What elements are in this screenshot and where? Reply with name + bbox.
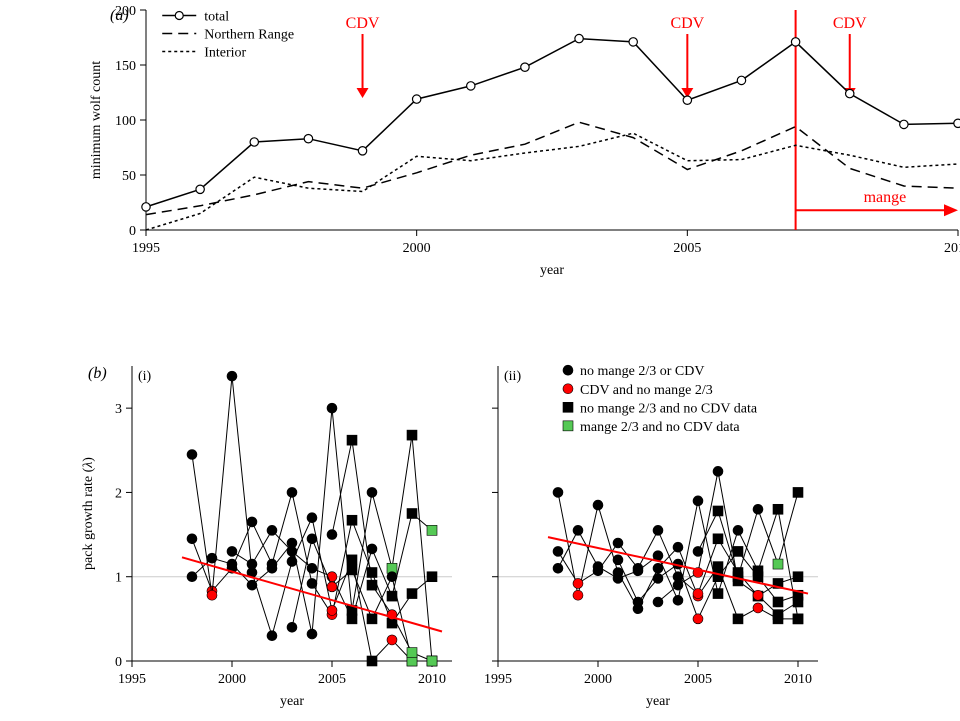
svg-text:2005: 2005	[318, 672, 346, 687]
svg-text:1995: 1995	[484, 672, 512, 687]
panel-b-i-svg: 0 1 2 3 1995 2000 2005 2010 year pack growth rate…	[77, 360, 462, 719]
svg-text:(b): (b)	[88, 365, 107, 382]
svg-text:(ii): (ii)	[504, 369, 521, 384]
svg-text:2000: 2000	[218, 672, 246, 687]
svg-text:2005: 2005	[684, 672, 712, 687]
svg-text:(a): (a)	[110, 7, 129, 24]
svg-text:2010: 2010	[418, 672, 446, 687]
svg-text:2000: 2000	[403, 241, 431, 256]
svg-text:minimum wolf count: minimum wolf count	[89, 61, 104, 179]
svg-text:2010: 2010	[784, 672, 812, 687]
svg-text:1995: 1995	[118, 672, 146, 687]
svg-text:year: year	[646, 694, 670, 709]
svg-text:CDV: CDV	[346, 15, 380, 32]
svg-text:150: 150	[115, 59, 136, 74]
svg-text:Interior: Interior	[204, 46, 246, 61]
svg-text:0: 0	[129, 224, 136, 239]
svg-text:2005: 2005	[673, 241, 701, 256]
svg-text:CDV: CDV	[833, 15, 867, 32]
svg-text:no mange 2/3 or CDV: no mange 2/3 or CDV	[580, 364, 704, 379]
panel-b-ii-svg: 1995 2000 2005 2010 year (ii) no mange 2/3 or …	[478, 360, 828, 719]
svg-text:total: total	[204, 10, 229, 25]
svg-text:CDV and no mange 2/3: CDV and no mange 2/3	[580, 383, 713, 398]
svg-text:50: 50	[122, 169, 136, 184]
svg-text:2: 2	[115, 486, 122, 501]
svg-text:3: 3	[115, 402, 122, 417]
svg-text:year: year	[540, 263, 564, 278]
svg-text:year: year	[280, 694, 304, 709]
svg-text:pack growth rate (λ): pack growth rate (λ)	[81, 457, 96, 570]
svg-text:0: 0	[115, 655, 122, 670]
svg-text:100: 100	[115, 114, 136, 129]
svg-text:2010: 2010	[944, 241, 960, 256]
panel-a-svg: 0501001502001995200020052010yearminimum …	[86, 4, 960, 282]
svg-text:Northern Range: Northern Range	[204, 28, 294, 43]
svg-text:1995: 1995	[132, 241, 160, 256]
svg-text:no mange 2/3 and no CDV data: no mange 2/3 and no CDV data	[580, 401, 758, 416]
svg-text:mange 2/3 and no CDV data: mange 2/3 and no CDV data	[580, 420, 740, 435]
svg-text:1: 1	[115, 571, 122, 586]
svg-text:(i): (i)	[138, 369, 152, 384]
svg-text:2000: 2000	[584, 672, 612, 687]
svg-text:mange: mange	[864, 189, 907, 206]
figure-root: 0501001502001995200020052010yearminimum …	[0, 0, 960, 721]
svg-text:CDV: CDV	[670, 15, 704, 32]
